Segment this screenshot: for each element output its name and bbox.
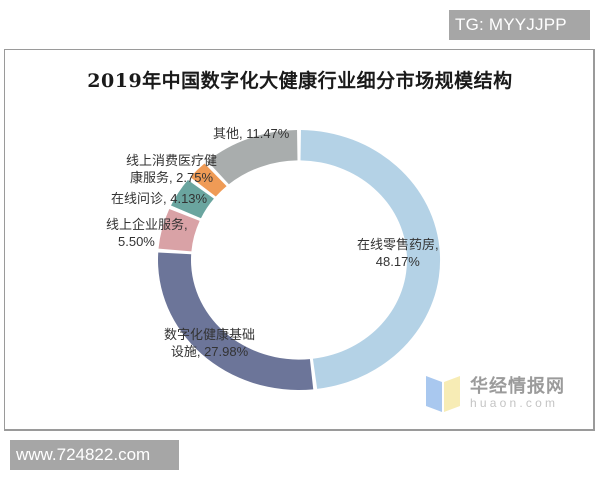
label-online-consultation: 在线问诊, 4.13% [111, 191, 208, 206]
huaon-logo: 华经情报网 huaon.com [426, 372, 576, 416]
book-logo-icon [426, 376, 460, 412]
slice-online-consumer-health [190, 163, 227, 197]
slice-online-pharmacy [300, 130, 441, 389]
label-digital-health-infrastructure: 数字化健康基础 设施, 27.98% [164, 327, 256, 359]
logo-name: 华经情报网 [470, 376, 565, 396]
watermark-bottom: www.724822.com [10, 440, 179, 470]
label-online-consumer-health: 线上消费医疗健 康服务, 2.75% [126, 153, 218, 185]
slice-digital-health-infrastructure [158, 252, 314, 391]
slice-online-consultation [171, 179, 214, 219]
label-other: 其他, 11.47% [213, 126, 290, 141]
slice-online-enterprise-services [158, 209, 200, 252]
logo-url: huaon.com [470, 396, 559, 410]
watermark-top: TG: MYYJJPP [449, 10, 590, 40]
label-online-pharmacy: 在线零售药房, 48.17% [357, 237, 439, 269]
chart-title: 2019年中国数字化大健康行业细分市场规模结构 [87, 70, 513, 92]
label-online-enterprise-services: 线上企业服务, 5.50% [106, 217, 188, 249]
slice-other [207, 130, 298, 185]
